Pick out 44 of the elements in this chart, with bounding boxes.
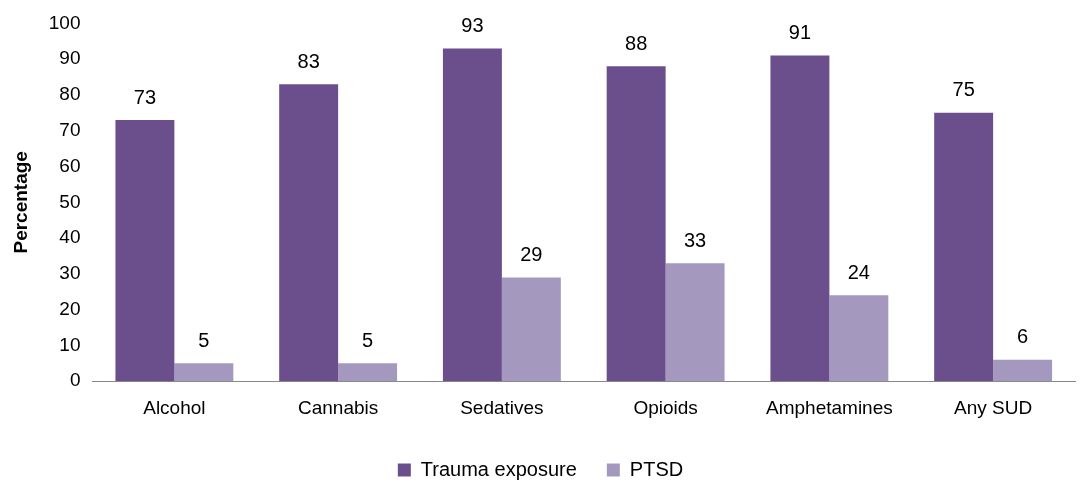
bar: [115, 120, 175, 382]
bar: [174, 363, 234, 382]
y-axis-title: Percentage: [9, 151, 31, 254]
x-tick-label: Sedatives: [460, 396, 544, 418]
x-tick-label: Amphetamines: [766, 396, 893, 418]
data-label: 5: [198, 328, 210, 351]
x-tick-label: Opioids: [633, 396, 698, 418]
y-tick-label: 40: [59, 226, 81, 248]
data-label: 73: [133, 85, 157, 108]
y-tick-label: 60: [59, 154, 81, 176]
data-label: 29: [520, 242, 543, 265]
x-tick-label: Any SUD: [954, 396, 1033, 418]
data-label: 75: [952, 78, 975, 101]
y-tick-label: 90: [59, 47, 81, 69]
bar: [665, 263, 725, 382]
y-tick-label: 100: [48, 11, 81, 33]
data-label: 88: [625, 31, 648, 54]
bar: [829, 295, 889, 382]
bar: [501, 277, 561, 382]
data-label: 93: [461, 13, 484, 36]
x-tick-label: Cannabis: [297, 396, 379, 418]
y-tick-label: 80: [59, 83, 81, 105]
x-tick-label: Alcohol: [143, 396, 206, 418]
y-tick-label: 20: [59, 297, 81, 319]
y-tick-label: 50: [59, 190, 81, 212]
y-tick-label: 0: [69, 369, 81, 391]
bar: [338, 363, 398, 382]
data-label: 83: [297, 49, 320, 72]
data-label: 33: [683, 228, 707, 251]
y-tick-label: 70: [59, 118, 81, 140]
legend-label: Trauma exposure: [420, 457, 577, 480]
y-tick-label: 30: [59, 262, 81, 284]
y-tick-label: 10: [59, 333, 81, 355]
bar: [934, 112, 994, 382]
bar: [279, 84, 339, 382]
bar: [442, 48, 502, 382]
data-label: 5: [362, 328, 374, 351]
bar: [770, 55, 830, 382]
data-label: 91: [788, 21, 812, 44]
legend-label: PTSD: [629, 457, 684, 480]
data-label: 24: [847, 260, 870, 283]
bar: [606, 66, 666, 382]
bar: [993, 359, 1053, 382]
data-label: 6: [1017, 325, 1029, 348]
